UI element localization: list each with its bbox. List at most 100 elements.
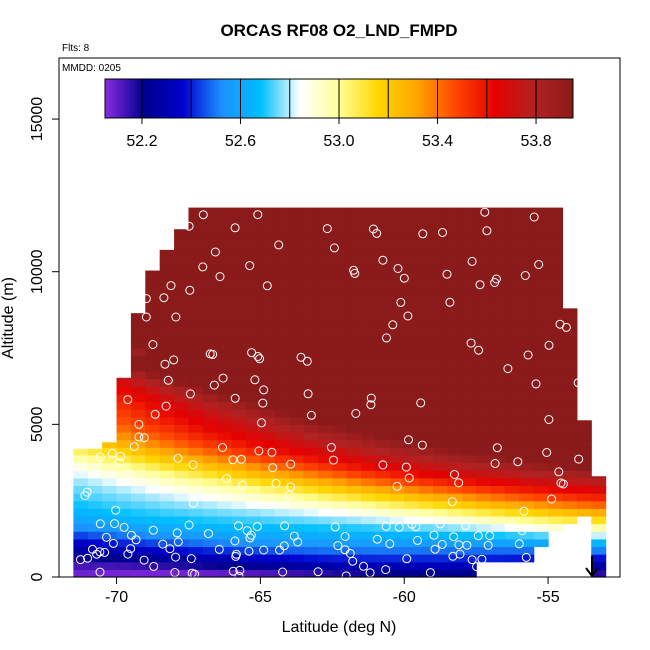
heatmap-cell	[533, 279, 549, 288]
heatmap-cell	[159, 386, 175, 395]
heatmap-cell	[490, 363, 506, 372]
heatmap-cell	[404, 241, 420, 250]
heatmap-cell	[346, 424, 362, 433]
heatmap-cell	[246, 279, 261, 288]
heatmap-cell	[361, 370, 377, 380]
heatmap-cell	[361, 470, 377, 479]
heatmap-cell	[375, 256, 391, 265]
sample-circle	[302, 356, 312, 366]
heatmap-cell	[274, 531, 290, 540]
heatmap-cell	[246, 447, 261, 456]
sample-circle	[258, 398, 268, 408]
heatmap-cell	[447, 493, 463, 502]
heatmap-cell	[418, 363, 434, 372]
x-tick-label: -70	[105, 589, 128, 606]
sample-circle	[184, 221, 194, 231]
heatmap-cell	[145, 554, 161, 563]
sample-circle	[228, 455, 238, 465]
heatmap-cell	[418, 294, 434, 303]
heatmap-cell	[533, 256, 549, 265]
heatmap-cell	[145, 424, 161, 433]
heatmap-cell	[289, 317, 305, 326]
heatmap-cell	[246, 309, 261, 319]
heatmap-cell	[332, 493, 348, 502]
heatmap-cell	[346, 447, 362, 456]
sample-circle	[149, 483, 159, 493]
sample-circle	[473, 531, 483, 541]
heatmap-cell	[217, 355, 233, 364]
heatmap-cell	[145, 317, 161, 326]
heatmap-cell	[217, 256, 233, 265]
heatmap-cell	[548, 386, 564, 395]
heatmap-cell	[418, 332, 434, 341]
sample-circle	[134, 432, 144, 442]
sample-circle	[480, 207, 490, 217]
heatmap-cell	[217, 279, 233, 288]
heatmap-cell	[102, 500, 118, 509]
heatmap-cell	[461, 325, 477, 334]
sample-circle	[218, 443, 227, 452]
heatmap-cell	[490, 207, 506, 212]
heatmap-cell	[461, 210, 477, 219]
heatmap-cell	[476, 447, 492, 456]
heatmap-cell	[317, 233, 333, 242]
heatmap-cell	[188, 279, 204, 288]
heatmap-cell	[504, 294, 520, 303]
heatmap-cell	[87, 462, 103, 471]
sample-circle	[230, 223, 240, 233]
heatmap-cell	[317, 401, 333, 410]
heatmap-cell	[461, 515, 477, 525]
heatmap-cell	[404, 355, 420, 364]
heatmap-cell	[418, 264, 434, 273]
heatmap-cell	[174, 348, 190, 357]
heatmap-cell	[289, 538, 305, 548]
heatmap-cell	[389, 325, 405, 334]
heatmap-cell	[418, 401, 434, 410]
heatmap-cell	[404, 493, 420, 502]
heatmap-cell	[116, 416, 132, 425]
heatmap-cell	[87, 561, 103, 570]
sample-circle	[131, 535, 141, 545]
heatmap-cell	[174, 470, 190, 479]
heatmap-cell	[490, 332, 506, 341]
heatmap-cell	[145, 409, 161, 418]
sample-circle	[188, 460, 198, 470]
sample-circle	[507, 520, 517, 530]
heatmap-cell	[87, 515, 103, 525]
heatmap-cell	[476, 409, 492, 418]
heatmap-cell	[433, 248, 448, 258]
heatmap-cell	[504, 485, 520, 494]
heatmap-cell	[231, 454, 247, 464]
heatmap-cell	[346, 348, 362, 357]
heatmap-cell	[274, 538, 290, 548]
heatmap-cell	[447, 363, 463, 372]
heatmap-cell	[504, 378, 520, 387]
heatmap-cell	[490, 531, 506, 540]
x-tick-label: -60	[393, 589, 416, 606]
heatmap-cell	[389, 500, 405, 509]
heatmap-cell	[375, 378, 391, 387]
sample-circle	[127, 530, 136, 540]
heatmap-cell	[476, 355, 492, 364]
heatmap-cell	[361, 355, 377, 364]
heatmap-cell	[159, 302, 175, 311]
heatmap-cell	[231, 477, 247, 487]
sample-circle	[141, 294, 151, 304]
heatmap-cell	[246, 477, 261, 487]
heatmap-cell	[447, 233, 463, 242]
heatmap-cell	[404, 424, 420, 433]
heatmap-cell	[145, 401, 161, 410]
heatmap-cell	[188, 248, 204, 258]
heatmap-cell	[274, 340, 290, 349]
heatmap-cell	[231, 248, 247, 258]
sample-circle	[401, 462, 411, 472]
heatmap-cell	[102, 462, 118, 471]
heatmap-cell	[361, 210, 377, 219]
arrow-marker-head	[585, 567, 599, 578]
heatmap-cell	[375, 264, 391, 273]
heatmap-cell	[519, 508, 535, 517]
heatmap-cell	[317, 332, 333, 341]
heatmap-cell	[490, 218, 506, 227]
heatmap-cell	[231, 470, 247, 479]
heatmap-cell	[317, 508, 333, 517]
